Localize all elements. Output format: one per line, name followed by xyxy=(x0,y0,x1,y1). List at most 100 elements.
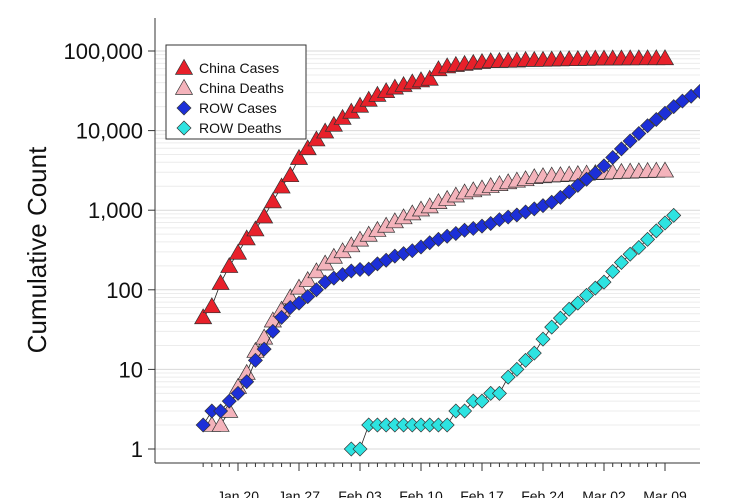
row-cases-point xyxy=(195,417,211,433)
x-tick-label: Feb 24 xyxy=(521,488,565,498)
x-tick-label: Mar 02 xyxy=(582,488,626,498)
row-deaths-point xyxy=(613,255,629,271)
row-deaths-point xyxy=(439,417,455,433)
china-cases-point xyxy=(263,192,282,209)
legend: China Cases China Deaths ROW Cases ROW Deat… xyxy=(165,44,307,140)
china-cases-point xyxy=(289,148,309,165)
china-cases-point xyxy=(237,229,256,246)
row-deaths-point xyxy=(509,361,525,377)
y-axis: 1 10 100 1,000 10,000 100,000 xyxy=(63,39,155,462)
row-deaths-point xyxy=(579,287,595,303)
row-cases-point xyxy=(579,171,595,187)
x-tick-label: Jan 20 xyxy=(217,488,259,498)
china-cases-point xyxy=(272,177,291,194)
row-deaths-point xyxy=(605,263,621,279)
china-deaths-point xyxy=(655,161,675,178)
row-cases-point xyxy=(622,133,638,149)
row-cases-point xyxy=(247,352,263,368)
x-tick-label: Feb 17 xyxy=(460,488,504,498)
y-tick-label: 10,000 xyxy=(76,119,143,144)
row-cases-point xyxy=(265,323,281,339)
china-cases-series xyxy=(194,49,675,325)
x-tick-label: Feb 03 xyxy=(338,488,382,498)
row-cases-point xyxy=(570,177,586,193)
row-deaths-point xyxy=(352,441,368,457)
row-deaths-point xyxy=(622,246,638,262)
plot-border xyxy=(154,18,700,464)
x-tick-label: Jan 27 xyxy=(278,488,320,498)
x-tick-label: Feb 10 xyxy=(399,488,443,498)
row-cases-point xyxy=(631,125,647,141)
row-deaths-point xyxy=(526,345,542,361)
row-deaths-point xyxy=(570,295,586,311)
y-axis-title: Cumulative Count xyxy=(22,146,52,353)
y-tick-label: 1,000 xyxy=(88,198,143,223)
china-cases-point xyxy=(420,69,439,86)
y-tick-label: 1 xyxy=(131,437,143,462)
legend-label: ROW Cases xyxy=(199,100,277,116)
series-layer xyxy=(194,49,700,457)
china-cases-point xyxy=(255,207,274,224)
legend-marker xyxy=(176,120,192,136)
row-cases-point xyxy=(692,83,700,99)
legend-marker xyxy=(174,58,194,75)
row-deaths-point xyxy=(552,310,568,326)
china-cases-point xyxy=(307,130,326,147)
row-cases-point xyxy=(561,184,577,200)
row-cases-point xyxy=(300,289,316,305)
china-cases-point xyxy=(202,297,221,314)
row-deaths-point xyxy=(561,301,577,317)
row-deaths-point xyxy=(666,207,682,223)
china-cases-point xyxy=(655,49,675,66)
row-cases-point xyxy=(256,341,272,357)
legend-marker xyxy=(174,78,194,95)
row-deaths-point xyxy=(587,280,603,296)
row-deaths-point xyxy=(596,274,612,290)
row-deaths-series xyxy=(343,207,682,457)
row-cases-point xyxy=(613,141,629,157)
row-deaths-point xyxy=(474,393,490,409)
row-deaths-point xyxy=(500,369,516,385)
china-deaths-point xyxy=(298,270,317,287)
china-cases-point xyxy=(211,274,230,290)
row-cases-series xyxy=(195,83,700,433)
china-deaths-point xyxy=(211,415,230,432)
y-tick-label: 100,000 xyxy=(63,39,143,64)
row-cases-point xyxy=(640,118,656,134)
china-cases-point xyxy=(246,220,265,237)
row-cases-point xyxy=(221,393,237,409)
y-tick-label: 10 xyxy=(119,357,143,382)
china-cases-point xyxy=(281,166,300,183)
china-cases-point xyxy=(298,139,317,156)
row-deaths-point xyxy=(544,319,560,335)
row-cases-point xyxy=(657,105,673,121)
row-deaths-point xyxy=(457,403,473,419)
row-deaths-point xyxy=(518,352,534,368)
row-cases-point xyxy=(648,111,664,127)
row-cases-point xyxy=(213,403,229,419)
row-deaths-point xyxy=(657,215,673,231)
legend-marker xyxy=(176,100,192,116)
row-cases-point xyxy=(274,309,290,325)
row-cases-point xyxy=(587,165,603,181)
y-tick-label: 100 xyxy=(106,278,143,303)
row-deaths-point xyxy=(648,223,664,239)
row-cases-point xyxy=(605,149,621,165)
row-deaths-point xyxy=(640,231,656,247)
row-cases-point xyxy=(291,295,307,311)
legend-label: ROW Deaths xyxy=(199,120,281,136)
row-deaths-point xyxy=(535,331,551,347)
china-cases-point xyxy=(194,308,213,325)
legend-label: China Cases xyxy=(199,60,279,76)
x-axis: Jan 20 Jan 27 Feb 03 Feb 10 Feb 17 Feb 24 Mar … xyxy=(202,463,687,498)
china-cases-point xyxy=(228,243,248,260)
row-deaths-point xyxy=(631,239,647,255)
row-cases-point xyxy=(596,158,612,174)
row-cases-point xyxy=(230,385,246,401)
row-cases-point xyxy=(239,374,255,390)
china-cases-point xyxy=(220,256,239,273)
row-deaths-point xyxy=(491,385,507,401)
row-cases-point xyxy=(308,282,324,298)
legend-label: China Deaths xyxy=(199,80,284,96)
